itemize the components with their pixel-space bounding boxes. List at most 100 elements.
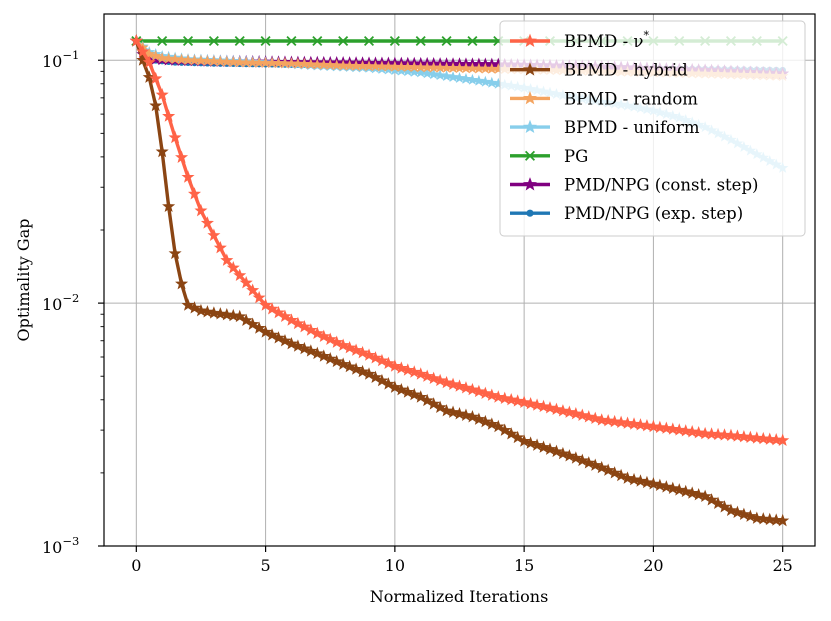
data-point [769, 513, 783, 526]
data-point [627, 417, 641, 430]
data-point [157, 35, 168, 47]
legend-entry-bpmd-hybrid: BPMD - hybrid [510, 61, 688, 80]
data-point [646, 419, 660, 433]
data-point [278, 309, 292, 323]
data-point [284, 336, 298, 350]
data-point [692, 425, 706, 439]
data-point [556, 446, 570, 460]
data-point [362, 367, 376, 380]
data-point [181, 298, 195, 311]
data-point [672, 423, 686, 436]
data-point [363, 35, 375, 47]
data-point [517, 395, 531, 408]
data-point [388, 359, 402, 372]
data-point [750, 431, 764, 444]
data-point [271, 305, 286, 319]
data-point [562, 405, 576, 418]
data-point [414, 390, 428, 403]
data-point [446, 377, 460, 391]
data-point [459, 381, 473, 394]
data-point [776, 433, 790, 446]
data-point [724, 503, 738, 517]
data-point [323, 332, 337, 345]
data-point [698, 489, 712, 502]
y-tick-label: 10−1 [42, 48, 79, 71]
data-point [466, 73, 479, 85]
data-point [155, 144, 169, 158]
data-point [246, 283, 260, 296]
data-point [226, 308, 240, 322]
data-point [433, 400, 447, 414]
data-point [717, 500, 732, 513]
data-point [414, 367, 428, 380]
data-point [388, 380, 402, 393]
data-point [207, 228, 221, 241]
data-point [608, 414, 622, 428]
data-point [415, 35, 426, 47]
data-point [575, 453, 589, 467]
data-point [356, 364, 370, 378]
x-tick-label: 0 [131, 556, 141, 575]
data-point [460, 72, 472, 84]
data-point [129, 34, 143, 47]
data-point [362, 348, 376, 361]
data-point [737, 429, 751, 443]
data-point [595, 413, 609, 426]
series-bpmd-hybrid [129, 34, 790, 527]
data-point [162, 109, 176, 122]
data-point [349, 362, 363, 375]
data-point [427, 371, 441, 384]
data-point [692, 487, 706, 501]
data-point [530, 438, 544, 451]
data-point [756, 512, 770, 525]
data-point [427, 397, 441, 410]
data-point [401, 363, 415, 376]
data-point [317, 349, 331, 362]
data-point [226, 261, 240, 274]
data-point [155, 88, 169, 101]
data-point [265, 302, 279, 315]
data-point [427, 68, 440, 80]
data-point [175, 277, 189, 290]
data-point [524, 396, 538, 410]
data-point [440, 375, 454, 389]
data-point [465, 382, 479, 396]
data-point [524, 436, 538, 449]
series-bpmd [129, 34, 790, 446]
data-point [724, 428, 738, 442]
data-point [711, 427, 725, 441]
data-point [530, 398, 544, 411]
data-point [394, 382, 408, 396]
data-point [440, 70, 453, 82]
axes-frame [103, 13, 816, 547]
data-point [640, 418, 654, 432]
data-point [621, 416, 635, 429]
data-point [467, 35, 478, 47]
data-point [679, 424, 693, 437]
x-tick-label: 25 [773, 556, 793, 575]
data-point [627, 472, 641, 486]
legend: BPMD - ν* BPMD - hybrid BPMD - random BPMD … [499, 20, 806, 237]
data-point [136, 44, 150, 58]
data-point [491, 419, 505, 433]
data-point [265, 328, 279, 341]
legend-entry-bpmd-uniform: BPMD - uniform [510, 118, 700, 137]
data-point [233, 268, 247, 281]
data-point [175, 150, 189, 163]
data-point [763, 432, 777, 445]
data-point [187, 187, 202, 200]
data-point [310, 326, 324, 340]
data-point [504, 392, 518, 406]
data-point [543, 442, 557, 455]
data-point [556, 404, 570, 417]
legend-label: BPMD - ν* [564, 29, 649, 51]
data-point [343, 359, 357, 373]
data-point [633, 474, 648, 487]
data-point [441, 35, 452, 47]
data-point [375, 353, 389, 367]
data-point [705, 493, 719, 506]
data-point [621, 471, 635, 484]
data-point [562, 449, 576, 462]
data-point [478, 386, 492, 399]
